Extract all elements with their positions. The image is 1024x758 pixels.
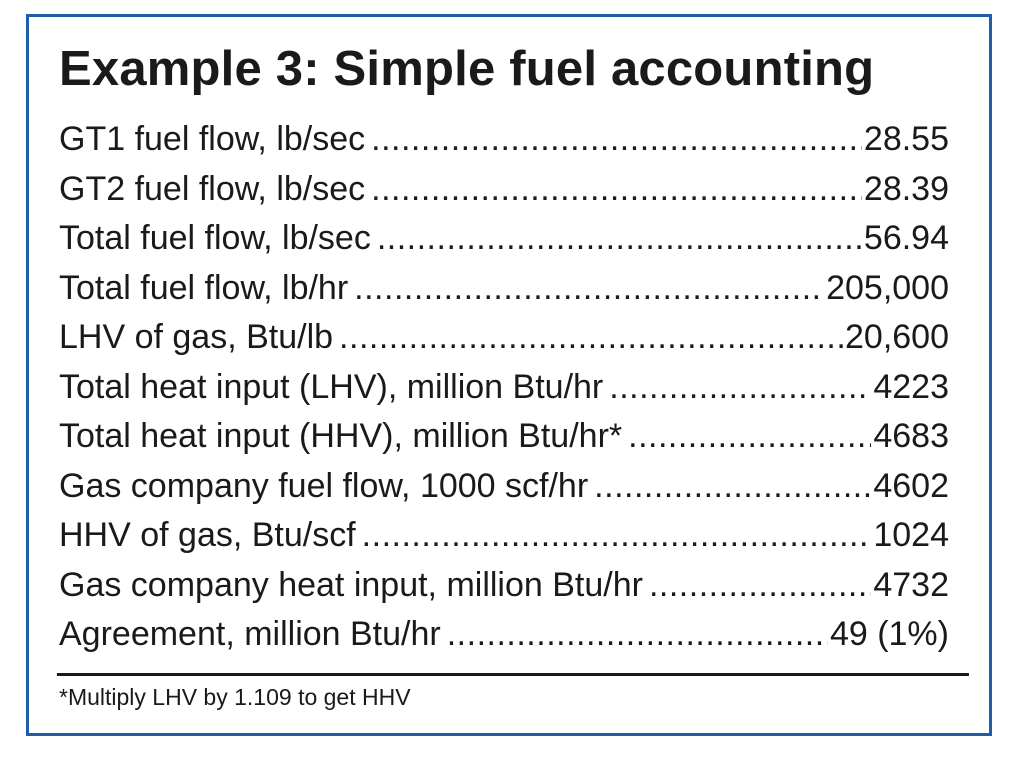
row-value: 28.55 [863,120,949,158]
dot-leader [362,516,872,555]
row-label: GT2 fuel flow, lb/sec [59,169,366,208]
table-row: Total heat input (HHV), million Btu/hr* … [59,417,949,467]
row-label: Gas company heat input, million Btu/hr [59,565,643,604]
table-row: GT1 fuel flow, lb/sec 28.55 [59,120,949,170]
dot-leader [354,269,824,308]
dot-leader [377,219,862,258]
row-label: Agreement, million Btu/hr [59,615,441,653]
row-value: 4602 [873,466,949,505]
row-label: GT1 fuel flow, lb/sec [59,120,366,158]
dot-leader [339,318,843,357]
row-value: 20,600 [845,318,949,356]
row-value: 28.39 [863,169,949,208]
accounting-rows: GT1 fuel flow, lb/sec 28.55 GT2 fuel flo… [59,120,949,665]
row-value: 4683 [873,417,949,455]
dot-leader [628,417,871,456]
row-label: Total fuel flow, lb/hr [59,268,349,307]
table-row: LHV of gas, Btu/lb 20,600 [59,318,949,368]
dot-leader [371,170,862,209]
row-label: Total heat input (HHV), million Btu/hr* [59,417,623,455]
table-row: HHV of gas, Btu/scf 1024 [59,516,949,566]
row-value: 205,000 [826,268,949,307]
footnote-divider [57,673,969,676]
dot-leader [594,467,871,506]
table-title: Example 3: Simple fuel accounting [59,42,875,96]
dot-leader [371,120,862,159]
table-row: Total heat input (LHV), million Btu/hr 4… [59,368,949,418]
row-value: 1024 [873,516,949,554]
row-label: Total heat input (LHV), million Btu/hr [59,367,604,406]
table-row: Gas company heat input, million Btu/hr 4… [59,566,949,616]
footnote: *Multiply LHV by 1.109 to get HHV [59,684,411,710]
table-row: Total fuel flow, lb/sec 56.94 [59,219,949,269]
table-row: GT2 fuel flow, lb/sec 28.39 [59,170,949,220]
table-row: Agreement, million Btu/hr 49 (1%) [59,615,949,665]
table-row: Total fuel flow, lb/hr 205,000 [59,269,949,319]
row-label: Gas company fuel flow, 1000 scf/hr [59,466,589,505]
row-value: 4732 [873,565,949,604]
row-value: 49 (1%) [829,615,949,653]
dot-leader [609,368,871,407]
dot-leader [649,566,871,605]
row-value: 56.94 [863,219,949,257]
dot-leader [447,615,828,654]
row-value: 4223 [873,367,949,406]
fuel-accounting-table-panel: Example 3: Simple fuel accounting GT1 fu… [26,14,992,736]
row-label: Total fuel flow, lb/sec [59,219,371,257]
row-label: LHV of gas, Btu/lb [59,318,334,356]
table-row: Gas company fuel flow, 1000 scf/hr 4602 [59,467,949,517]
row-label: HHV of gas, Btu/scf [59,516,356,554]
